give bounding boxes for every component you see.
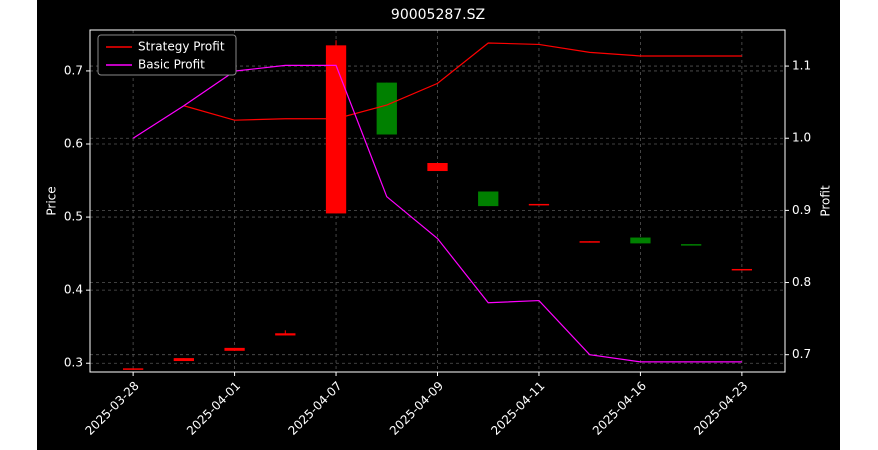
candle-body xyxy=(731,268,753,271)
candle-body xyxy=(630,237,651,244)
y-tick-label: 0.6 xyxy=(64,137,83,151)
y-axis-label: Price xyxy=(45,186,59,215)
candle-body xyxy=(528,203,550,206)
candle-body xyxy=(122,368,144,370)
candle-body xyxy=(173,358,194,362)
y-tick-label: 0.4 xyxy=(64,283,83,297)
legend-label: Strategy Profit xyxy=(138,40,225,54)
legend-box xyxy=(97,34,237,76)
y-tick-label: 0.7 xyxy=(64,63,83,77)
profit-line xyxy=(183,42,742,121)
y-tick-label: 0.5 xyxy=(64,210,83,224)
candle-body xyxy=(427,163,448,172)
y2-tick-label: 0.7 xyxy=(792,347,811,361)
candle-body xyxy=(275,333,296,336)
y-tick-label: 0.3 xyxy=(64,356,83,370)
y2-axis-label: Profit xyxy=(819,185,833,217)
plot-frame xyxy=(89,29,786,373)
candle-body xyxy=(579,241,600,243)
y2-tick-label: 1.0 xyxy=(792,131,811,145)
y2-tick-label: 1.1 xyxy=(792,59,811,73)
y2-tick-label: 0.8 xyxy=(792,275,811,289)
candle-body xyxy=(376,82,397,135)
y2-tick-label: 0.9 xyxy=(792,203,811,217)
legend-label: Basic Profit xyxy=(138,58,205,72)
candle-body xyxy=(224,347,245,351)
candle-body xyxy=(478,191,499,207)
candle-body xyxy=(681,244,702,246)
chart-title: 90005287.SZ xyxy=(391,7,485,23)
candle-body xyxy=(325,45,347,214)
